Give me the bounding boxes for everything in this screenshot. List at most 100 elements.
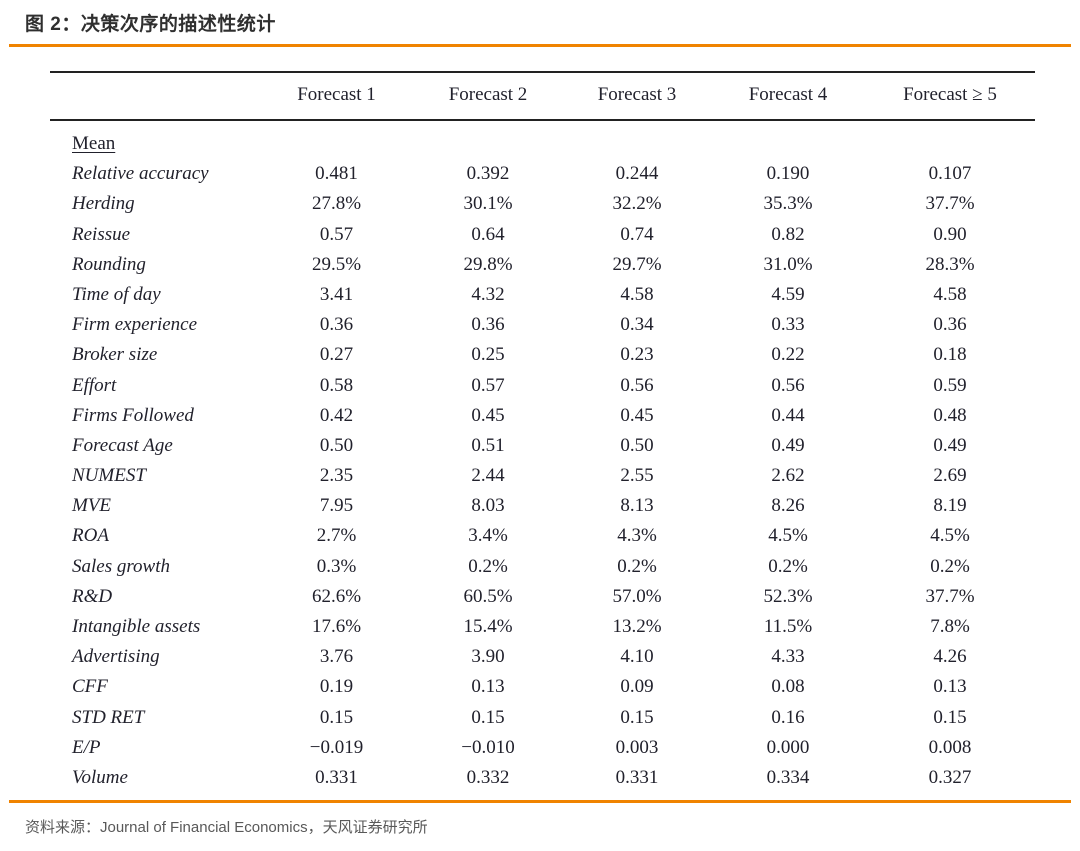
row-value: 13.2% (612, 616, 662, 637)
row-value: 4.5% (930, 525, 970, 547)
row-value: 0.64 (471, 223, 505, 245)
row-label: Volume (72, 766, 128, 788)
table-row: Firm experience 0.36 0.36 0.34 0.33 0.36 (50, 310, 1035, 340)
row-label: CFF (72, 676, 108, 698)
row-label: ROA (72, 525, 109, 547)
row-value: 2.44 (471, 465, 505, 487)
row-value: 0.34 (620, 314, 654, 336)
row-value: 4.58 (620, 283, 654, 305)
section-label-mean: Mean (72, 133, 116, 154)
row-value: 0.15 (620, 706, 654, 728)
row-value: 0.15 (471, 706, 505, 728)
column-header-forecast-4: Forecast 4 (711, 71, 865, 121)
row-label: Reissue (72, 223, 131, 245)
row-value: 31.0% (763, 253, 813, 275)
row-value: 0.57 (471, 374, 505, 396)
row-value: 3.76 (319, 646, 354, 668)
row-value: 7.95 (319, 495, 354, 517)
row-label: Intangible assets (72, 616, 201, 637)
row-value: 32.2% (612, 193, 662, 215)
row-value: 4.26 (933, 646, 967, 668)
statistics-table-zone: Forecast 1 Forecast 2 Forecast 3 Forecas… (50, 71, 1035, 793)
row-label: Firms Followed (72, 404, 194, 426)
row-value: 0.13 (933, 676, 967, 698)
table-row: Time of day 3.41 4.32 4.58 4.59 4.58 (50, 279, 1035, 309)
row-value: −0.019 (309, 736, 364, 758)
row-value: 0.50 (620, 434, 654, 456)
row-label: Broker size (72, 344, 158, 366)
row-value: 0.244 (615, 163, 659, 185)
row-value: 4.10 (620, 646, 654, 668)
table-row: Rounding 29.5% 29.8% 29.7% 31.0% 28.3% (50, 249, 1035, 279)
row-value: 0.27 (319, 344, 354, 366)
row-value: 0.59 (933, 374, 967, 396)
row-label: R&D (72, 585, 113, 607)
section-row-mean: Mean (50, 120, 1035, 159)
row-label: Effort (72, 374, 117, 396)
row-value: −0.010 (461, 736, 515, 758)
row-label: Rounding (72, 253, 146, 275)
row-label: Sales growth (72, 555, 170, 577)
row-value: 0.22 (771, 344, 805, 366)
row-value: 0.107 (928, 163, 972, 185)
row-value: 0.36 (933, 314, 967, 336)
row-value: 37.7% (925, 585, 975, 607)
table-row: Firms Followed 0.42 0.45 0.45 0.44 0.48 (50, 400, 1035, 430)
row-value: 0.2% (930, 555, 970, 577)
row-value: 0.331 (615, 766, 659, 788)
row-label: Advertising (72, 646, 160, 668)
row-value: 0.15 (933, 706, 967, 728)
table-row: E/P −0.019 −0.010 0.003 0.000 0.008 (50, 732, 1035, 762)
row-value: 4.33 (771, 646, 805, 668)
row-value: 57.0% (612, 585, 662, 607)
row-value: 0.36 (471, 314, 505, 336)
table-row: CFF 0.19 0.13 0.09 0.08 0.13 (50, 672, 1035, 702)
row-value: 0.2% (468, 555, 508, 577)
row-value: 15.4% (463, 616, 513, 637)
row-value: 2.62 (771, 465, 805, 487)
row-value: 0.392 (466, 163, 510, 185)
title-divider (9, 44, 1071, 47)
row-value: 0.44 (771, 404, 805, 426)
row-value: 35.3% (763, 193, 813, 215)
statistics-table: Forecast 1 Forecast 2 Forecast 3 Forecas… (50, 71, 1035, 793)
row-value: 29.5% (311, 253, 362, 275)
row-label: Firm experience (72, 314, 198, 336)
row-value: 8.19 (933, 495, 967, 517)
table-row: Reissue 0.57 0.64 0.74 0.82 0.90 (50, 219, 1035, 249)
row-label: Herding (72, 193, 135, 215)
row-value: 0.57 (319, 223, 354, 245)
row-value: 0.13 (471, 676, 505, 698)
table-row: Intangible assets 17.6% 15.4% 13.2% 11.5… (50, 611, 1035, 641)
table-header-row: Forecast 1 Forecast 2 Forecast 3 Forecas… (50, 71, 1035, 121)
row-value: 0.08 (771, 676, 805, 698)
row-label: MVE (72, 495, 112, 517)
row-value: 0.000 (766, 736, 810, 758)
row-value: 0.003 (615, 736, 659, 758)
table-body: Mean Relative accuracy 0.481 0.392 0.244… (50, 120, 1035, 793)
row-value: 60.5% (463, 585, 513, 607)
row-value: 0.25 (471, 344, 505, 366)
row-value: 27.8% (311, 193, 362, 215)
table-row: ROA 2.7% 3.4% 4.3% 4.5% 4.5% (50, 521, 1035, 551)
row-value: 0.90 (933, 223, 967, 245)
row-value: 0.58 (319, 374, 354, 396)
row-value: 0.49 (933, 434, 967, 456)
row-value: 0.18 (933, 344, 967, 366)
row-value: 52.3% (763, 585, 813, 607)
row-value: 0.327 (928, 766, 972, 788)
row-value: 0.2% (768, 555, 808, 577)
row-value: 0.332 (466, 766, 510, 788)
row-value: 8.26 (771, 495, 805, 517)
table-row: Broker size 0.27 0.25 0.23 0.22 0.18 (50, 340, 1035, 370)
row-value: 0.481 (315, 163, 358, 185)
column-header-forecast-5plus: Forecast ≥ 5 (865, 71, 1035, 121)
row-value: 0.23 (620, 344, 654, 366)
row-value: 4.59 (771, 283, 805, 305)
table-row: Advertising 3.76 3.90 4.10 4.33 4.26 (50, 642, 1035, 672)
row-value: 0.331 (315, 766, 358, 788)
row-value: 3.41 (319, 283, 354, 305)
table-row: STD RET 0.15 0.15 0.15 0.16 0.15 (50, 702, 1035, 732)
row-value: 2.7% (316, 525, 357, 547)
row-label: STD RET (72, 706, 145, 728)
